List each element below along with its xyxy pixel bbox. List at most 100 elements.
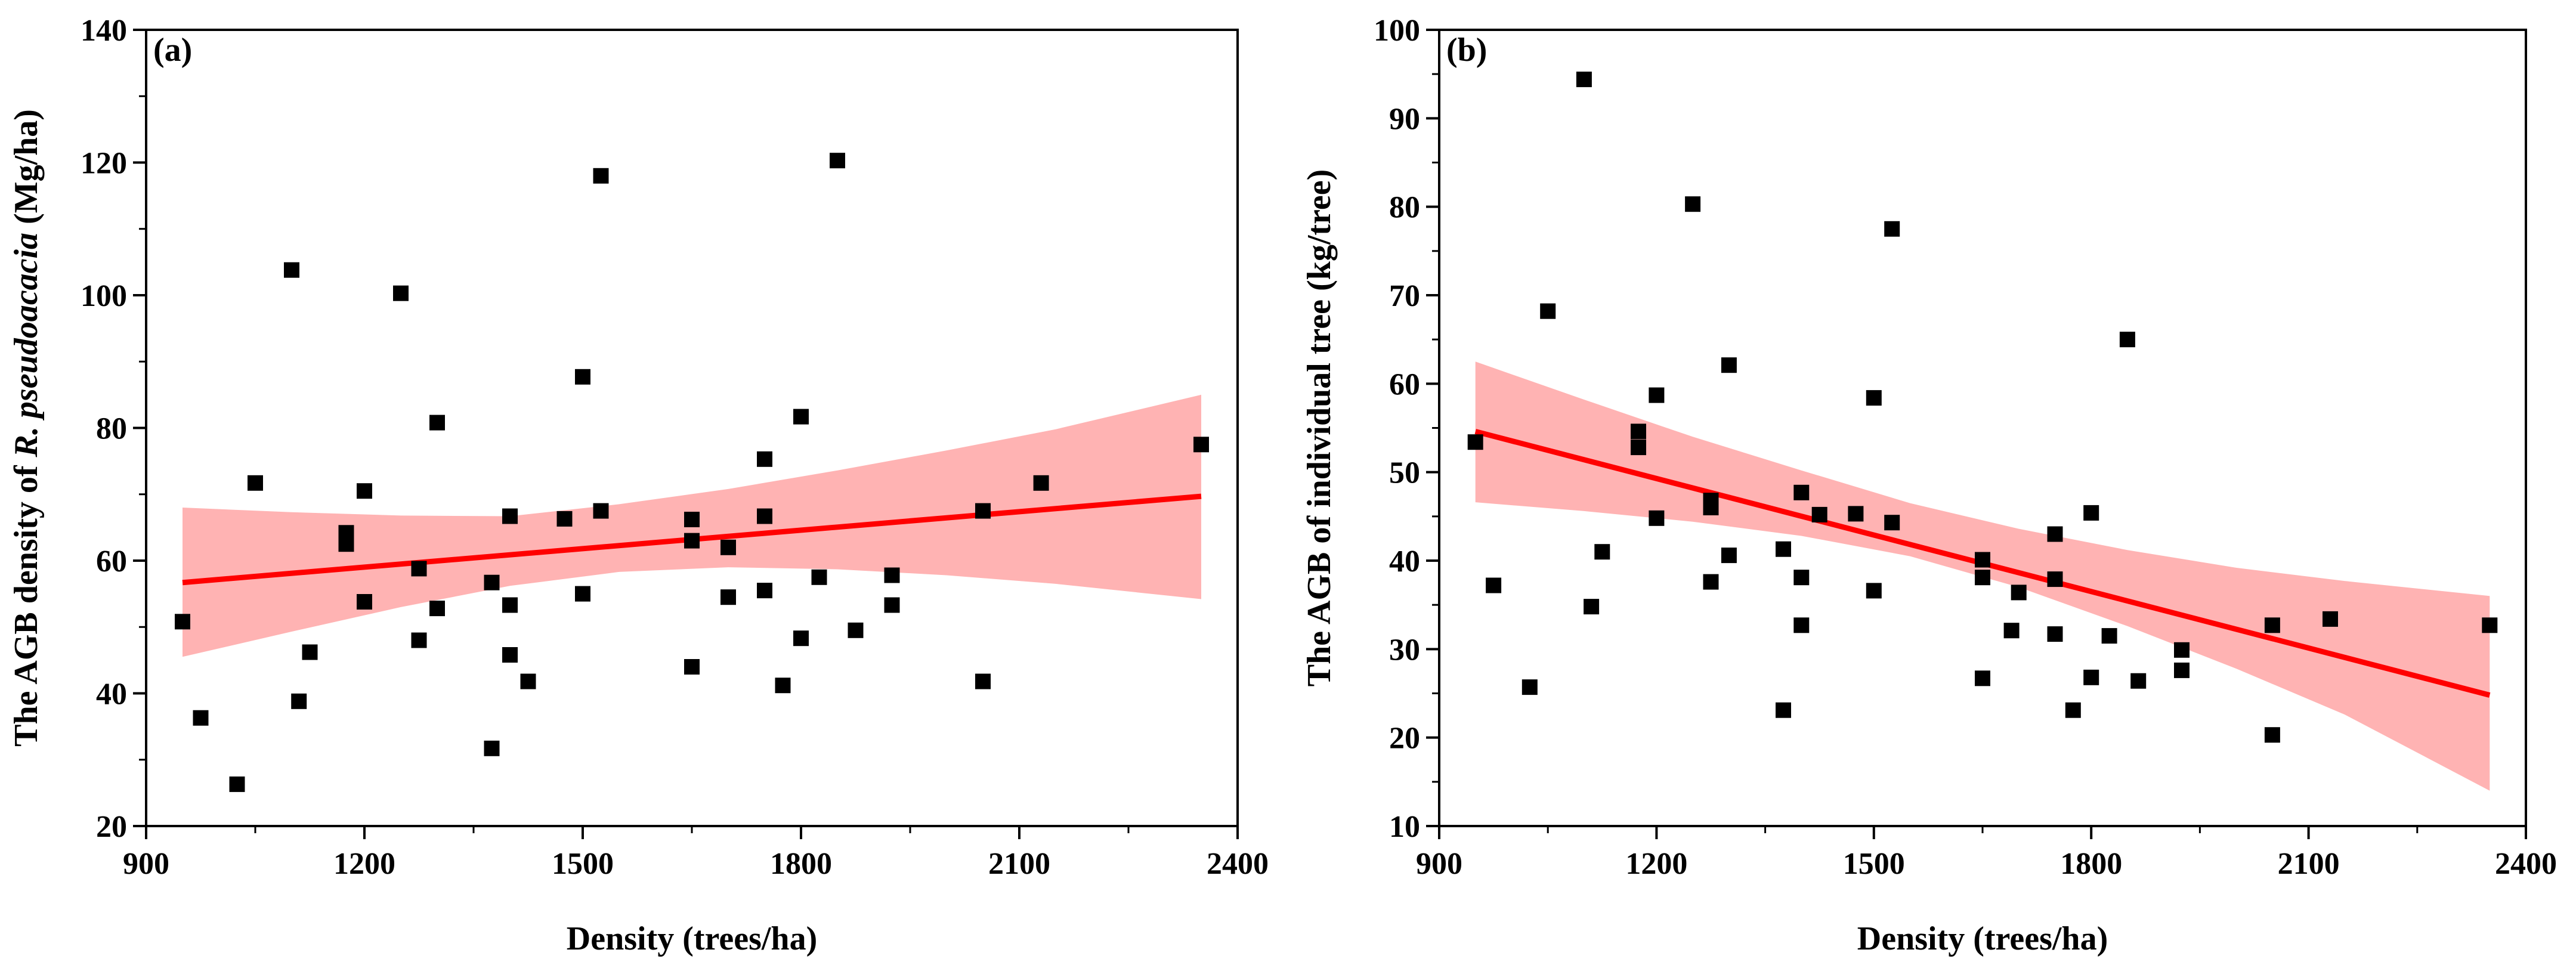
- data-point: [2083, 505, 2099, 521]
- data-point: [775, 678, 791, 694]
- data-point: [429, 415, 445, 431]
- x-tick-label: 1200: [333, 847, 395, 881]
- data-point: [291, 693, 307, 709]
- data-point: [684, 512, 700, 527]
- y-axis-title-part: (Mg/ha): [8, 109, 45, 233]
- data-point: [1811, 506, 1827, 522]
- data-point: [2130, 673, 2147, 689]
- data-point: [2003, 623, 2020, 639]
- data-point: [1685, 196, 1701, 212]
- data-point: [1540, 303, 1556, 319]
- x-tick-label: 1500: [1843, 847, 1905, 881]
- x-tick-label: 2400: [2495, 847, 2557, 881]
- data-point: [1703, 574, 1719, 590]
- data-point: [884, 597, 900, 613]
- x-tick-label: 1500: [552, 847, 614, 881]
- data-point: [593, 503, 609, 519]
- data-point: [520, 673, 536, 689]
- data-point: [975, 503, 991, 519]
- x-tick-label: 900: [123, 847, 169, 881]
- data-point: [684, 659, 700, 675]
- data-point: [2482, 617, 2498, 633]
- data-point: [393, 285, 409, 301]
- panel-label: (a): [153, 32, 192, 69]
- data-point: [502, 647, 518, 663]
- x-tick-label: 1800: [2060, 847, 2122, 881]
- y-axis-title: The AGB density of R. pseudoacacia (Mg/h…: [8, 109, 45, 747]
- data-point: [411, 561, 427, 577]
- x-tick-label: 1200: [1625, 847, 1687, 881]
- data-point: [1793, 484, 1810, 500]
- data-point: [2119, 332, 2135, 348]
- y-tick-label: 120: [81, 147, 127, 181]
- data-point: [884, 567, 900, 583]
- data-point: [1703, 493, 1719, 509]
- data-point: [1721, 548, 1737, 564]
- data-point: [2323, 611, 2338, 627]
- data-point: [1576, 72, 1592, 88]
- data-point: [411, 632, 427, 648]
- data-point: [720, 539, 736, 555]
- y-tick-label: 60: [1389, 367, 1420, 401]
- data-point: [1884, 515, 1900, 531]
- data-point: [193, 710, 209, 726]
- data-point: [2047, 626, 2063, 642]
- data-point: [1975, 570, 1990, 586]
- data-point: [1721, 357, 1737, 373]
- y-tick-label: 90: [1389, 102, 1420, 136]
- x-tick-label: 900: [1416, 847, 1462, 881]
- data-point: [1649, 387, 1665, 403]
- data-point: [1848, 506, 1864, 522]
- y-tick-label: 40: [96, 678, 127, 712]
- data-point: [2174, 642, 2190, 658]
- y-tick-label: 80: [96, 412, 127, 446]
- data-point: [1866, 390, 1882, 406]
- data-point: [284, 262, 299, 278]
- x-tick-label: 2100: [988, 847, 1050, 881]
- y-axis-title-part: The AGB density of: [8, 457, 45, 746]
- data-point: [793, 630, 809, 647]
- data-point: [757, 508, 772, 524]
- data-point: [2047, 526, 2063, 542]
- data-point: [357, 483, 372, 499]
- data-point: [848, 622, 864, 638]
- y-tick-label: 100: [1374, 14, 1420, 48]
- data-point: [975, 673, 991, 689]
- data-point: [757, 583, 772, 599]
- data-point: [720, 589, 736, 605]
- data-point: [1776, 702, 1791, 718]
- y-axis-title: The AGB of individual tree (kg/tree): [1301, 169, 1338, 686]
- data-point: [2011, 584, 2027, 601]
- y-tick-label: 80: [1389, 191, 1420, 225]
- data-point: [2264, 617, 2280, 633]
- data-point: [1467, 434, 1483, 450]
- data-point: [502, 508, 518, 524]
- data-point: [593, 168, 609, 184]
- data-point: [357, 594, 372, 610]
- data-point: [811, 569, 827, 585]
- data-point: [229, 776, 245, 792]
- data-point: [556, 511, 573, 527]
- data-point: [175, 614, 190, 630]
- data-point: [2264, 727, 2280, 743]
- data-point: [684, 533, 700, 549]
- y-tick-label: 100: [81, 279, 127, 313]
- x-axis-title: Density (trees/ha): [1857, 920, 2108, 957]
- data-point: [338, 525, 354, 541]
- x-tick-label: 1800: [770, 847, 832, 881]
- data-point: [757, 451, 772, 467]
- data-point: [1884, 221, 1900, 237]
- data-point: [2065, 702, 2081, 718]
- y-axis-title-part: The AGB of individual tree (kg/tree): [1301, 169, 1338, 686]
- x-tick-label: 2100: [2278, 847, 2340, 881]
- data-point: [1584, 599, 1600, 615]
- data-point: [575, 586, 590, 602]
- data-point: [429, 601, 445, 617]
- y-tick-label: 10: [1389, 810, 1420, 844]
- data-point: [830, 153, 845, 169]
- data-point: [1193, 437, 1209, 453]
- data-point: [1486, 577, 1502, 593]
- y-tick-label: 60: [96, 545, 127, 579]
